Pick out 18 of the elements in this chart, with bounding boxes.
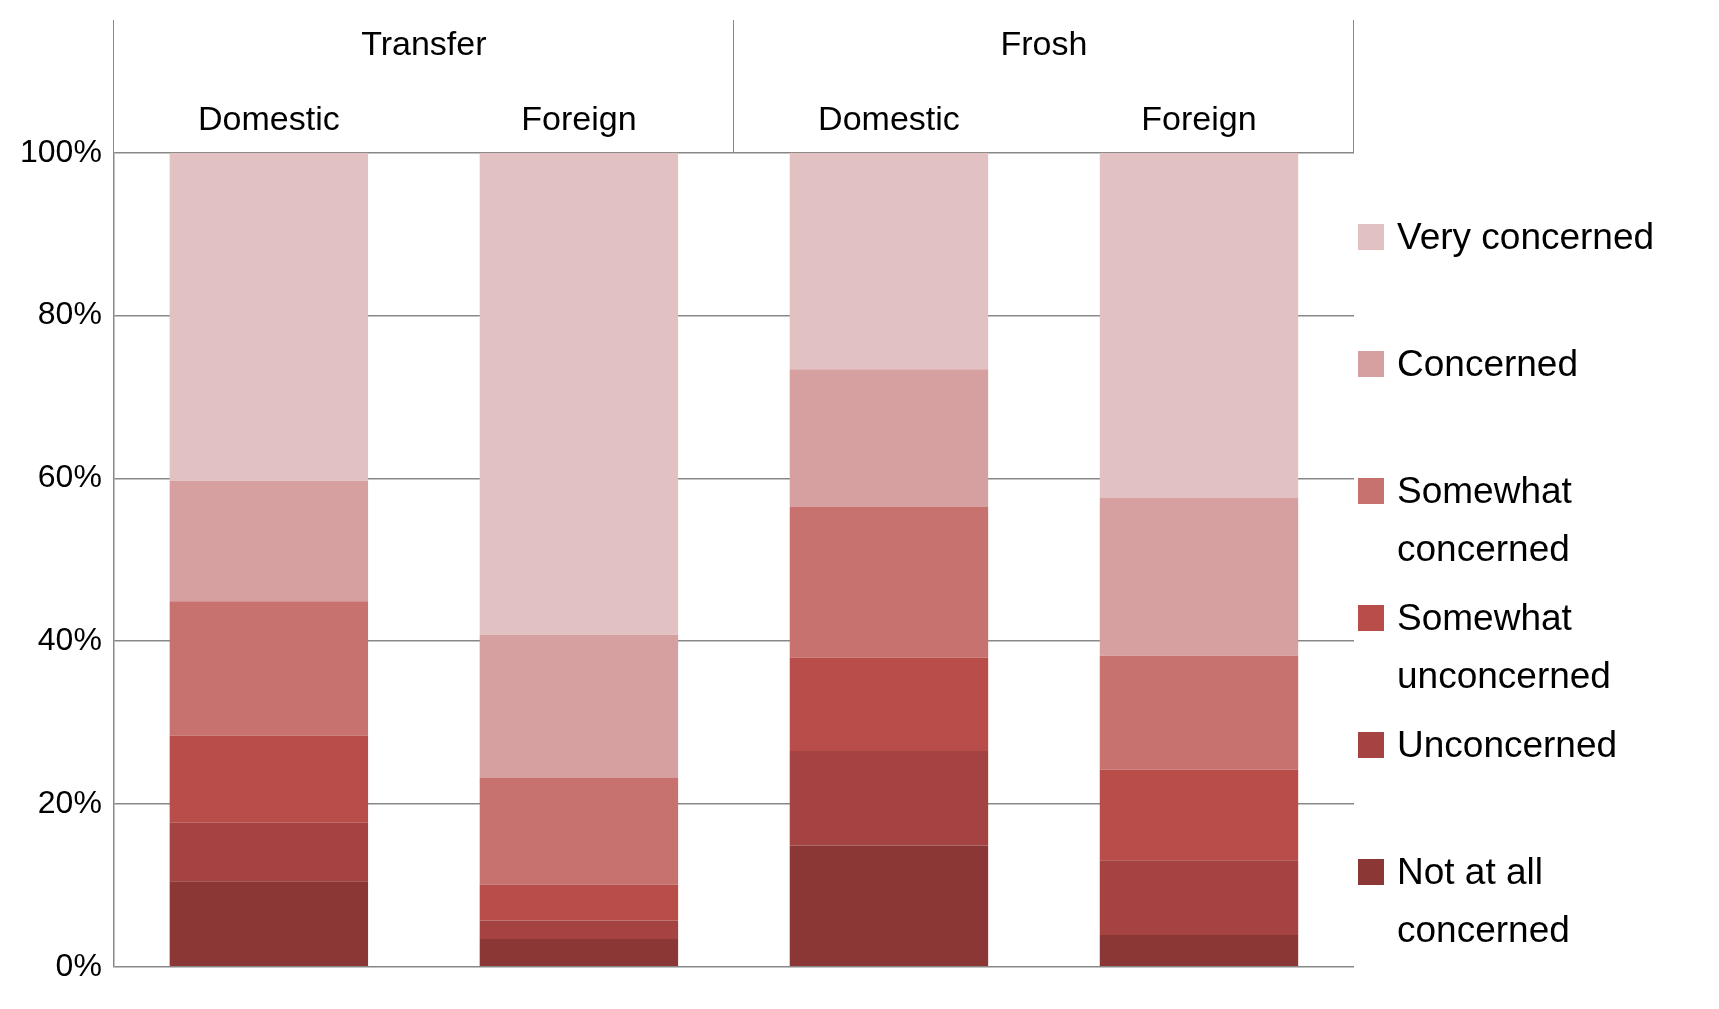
legend-label: Somewhat concerned — [1397, 469, 1573, 571]
legend-label: Concerned — [1397, 342, 1579, 386]
y-tick-label: 80% — [37, 295, 102, 332]
x-tick-label: Domestic — [818, 98, 960, 137]
x-tick-label: Domestic — [198, 98, 340, 137]
x-tick-label: Foreign — [521, 98, 637, 137]
legend-label: Very concerned — [1397, 215, 1656, 259]
y-tick-label: 60% — [37, 458, 102, 495]
y-tick-label: 40% — [37, 621, 102, 658]
x-tick-label: Foreign — [1141, 98, 1257, 137]
y-tick-label: 20% — [37, 783, 102, 820]
text: Frosh — [1000, 24, 1088, 63]
legend-label: Somewhat unconcerned — [1397, 596, 1612, 698]
y-tick-label: 100% — [20, 132, 102, 169]
legend-label: Unconcerned — [1397, 723, 1619, 767]
legend-label: Not at all concerned — [1397, 850, 1571, 952]
y-tick-label: 0% — [55, 946, 102, 983]
text: Transfer — [361, 24, 487, 63]
